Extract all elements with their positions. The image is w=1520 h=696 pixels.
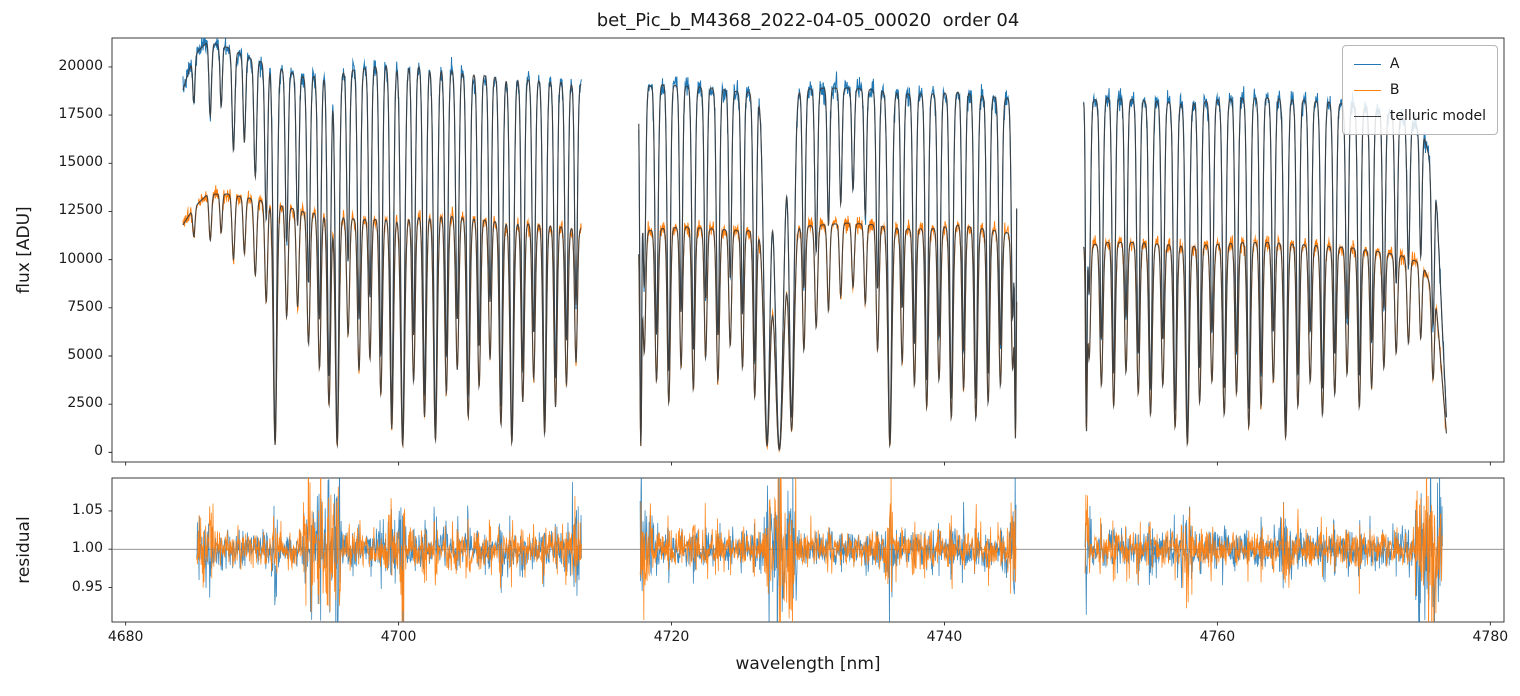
- residual-tick-label: 0.95: [71, 578, 103, 595]
- flux-tick-label: 2500: [67, 395, 103, 412]
- flux-tick-label: 5000: [67, 347, 103, 363]
- telluric-line-icon: [1353, 115, 1381, 117]
- series-b-line-icon: [1353, 89, 1381, 91]
- x-tick-label: 4740: [926, 629, 963, 645]
- x-tick-label: 4680: [107, 629, 144, 645]
- legend-item-telluric: telluric model: [1353, 107, 1486, 125]
- legend-item-a: A: [1353, 55, 1486, 73]
- x-axis-label: wavelength [nm]: [735, 654, 881, 674]
- legend-label-b: B: [1389, 82, 1400, 98]
- flux-tick-label: 17500: [58, 106, 103, 123]
- x-tick-label: 4780: [1472, 629, 1509, 645]
- flux-tick-label: 10000: [58, 250, 103, 267]
- residual-tick-label: 1.00: [71, 540, 103, 557]
- flux-tick-label: 15000: [58, 154, 103, 171]
- legend-label-a: A: [1389, 56, 1400, 72]
- legend-item-b: B: [1353, 81, 1486, 99]
- legend-label-telluric: telluric model: [1389, 108, 1486, 124]
- legend: A B telluric model: [1341, 45, 1498, 135]
- flux-tick-label: 0: [94, 443, 103, 460]
- flux-tick-label: 20000: [58, 57, 103, 74]
- x-tick-label: 4700: [380, 629, 417, 645]
- flux-tick-label: 12500: [58, 202, 103, 219]
- flux-tick-label: 7500: [67, 298, 103, 315]
- x-tick-label: 4720: [653, 629, 690, 645]
- x-tick-label: 4760: [1199, 629, 1236, 645]
- series-a-line-icon: [1353, 63, 1381, 65]
- residual-tick-label: 1.05: [71, 501, 103, 518]
- chart-title: bet_Pic_b_M4368_2022-04-05_00020 order 0…: [596, 10, 1020, 31]
